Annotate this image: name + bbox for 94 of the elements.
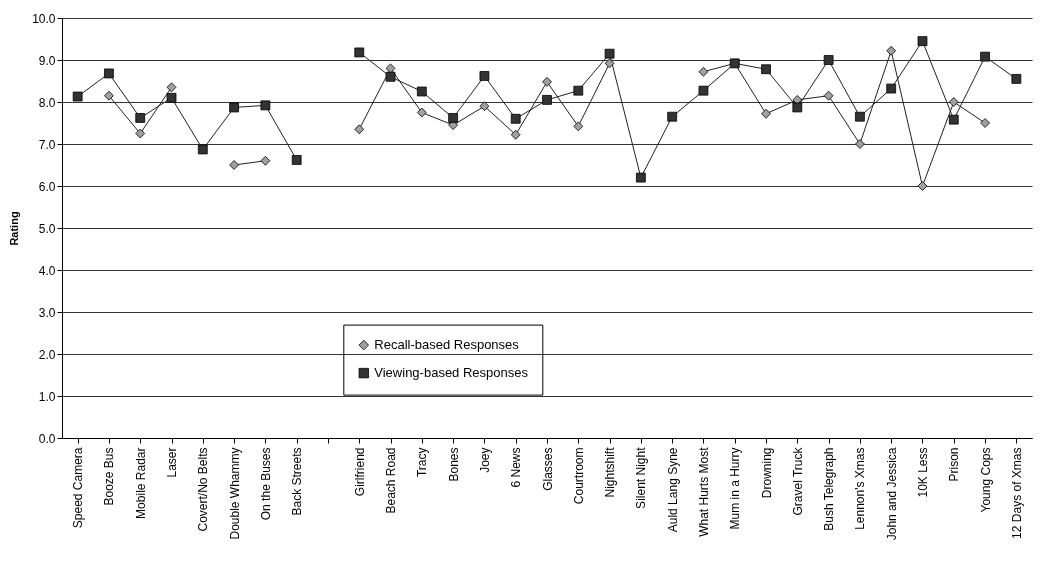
point — [510, 113, 521, 124]
point — [698, 66, 709, 77]
point — [104, 68, 114, 79]
point — [573, 85, 584, 96]
x-tick-label: Glasses — [540, 447, 555, 491]
point — [855, 139, 865, 149]
legend-label: Recall-based Responses — [374, 337, 520, 353]
point — [448, 113, 458, 123]
point — [792, 102, 803, 113]
point — [761, 108, 771, 119]
x-tick-label: Prison — [947, 447, 962, 482]
x-tick-label: Double Whammy — [227, 447, 242, 540]
point — [72, 91, 83, 102]
point — [479, 71, 490, 81]
point — [542, 76, 552, 87]
x-tick-label: 10K Less — [915, 447, 930, 498]
x-tick-label: Silent Night — [634, 446, 649, 509]
y-axis-title: Rating — [8, 211, 21, 246]
x-tick-label: Gravel Truck — [790, 446, 805, 516]
x-tick-label: Beach Road — [384, 447, 399, 514]
point — [229, 102, 239, 113]
y-tick-label: 6.0 — [38, 179, 56, 194]
point — [229, 160, 239, 170]
x-tick-label: Nightshift — [603, 446, 618, 498]
point — [197, 144, 208, 155]
x-tick-label: Bones — [446, 447, 461, 482]
point — [354, 124, 365, 135]
point — [1011, 74, 1022, 84]
point — [416, 107, 427, 118]
point — [917, 181, 928, 191]
x-tick-label: Young Cops — [978, 447, 993, 513]
point — [636, 172, 646, 183]
point — [823, 55, 834, 65]
point — [698, 85, 709, 96]
x-tick-label: Booze Bus — [102, 447, 117, 506]
point — [604, 58, 615, 69]
x-tick-label: Courtroom — [571, 447, 586, 505]
point — [886, 45, 897, 56]
point — [823, 90, 834, 101]
point — [604, 48, 615, 59]
x-tick-label: Bush Telegraph — [822, 447, 837, 531]
x-tick-label: Speed Camera — [71, 447, 86, 529]
point — [917, 36, 928, 46]
point — [260, 155, 271, 166]
x-tick-label: Tracy — [415, 447, 430, 478]
point — [980, 118, 990, 128]
point — [948, 97, 959, 107]
point — [104, 90, 114, 101]
point — [260, 100, 271, 111]
point — [855, 111, 865, 122]
point — [166, 92, 177, 103]
point — [761, 64, 771, 75]
point — [479, 101, 490, 112]
y-tick-label: 9.0 — [38, 53, 56, 68]
point — [573, 121, 584, 132]
x-tick-label: 6 News — [509, 447, 524, 488]
point — [385, 63, 396, 74]
x-tick-label: What Hurts Most — [696, 446, 711, 537]
x-tick-label: Joey — [477, 447, 492, 473]
x-tick-label: Mobile Radar — [133, 447, 148, 519]
y-tick-label: 2.0 — [38, 347, 56, 362]
legend-label: Viewing-based Responses — [374, 365, 529, 381]
y-tick-label: 0.0 — [38, 431, 56, 446]
x-tick-label: Laser — [165, 447, 180, 478]
point — [667, 111, 678, 122]
y-tick-label: 4.0 — [38, 263, 56, 278]
point — [354, 47, 365, 58]
x-tick-label: Mum in a Hurry — [728, 447, 743, 530]
x-tick-label: On the Buses — [258, 447, 273, 521]
point — [385, 71, 396, 82]
x-tick-label: Covert/No Belts — [196, 447, 211, 532]
point — [980, 51, 990, 62]
y-tick-label: 7.0 — [38, 137, 56, 152]
point — [510, 129, 521, 140]
y-tick-label: 1.0 — [38, 389, 56, 404]
y-tick-label: 8.0 — [38, 95, 56, 110]
point — [948, 114, 959, 125]
x-tick-label: 12 Days of Xmas — [1009, 447, 1024, 539]
x-tick-label: John and Jessica — [884, 447, 899, 541]
point — [291, 155, 302, 165]
point — [542, 95, 552, 105]
y-tick-label: 5.0 — [38, 221, 56, 236]
point — [135, 113, 146, 123]
x-tick-label: Auld Lang Syne — [665, 447, 680, 533]
y-tick-label: 3.0 — [38, 305, 56, 320]
x-tick-label: Drowning — [759, 447, 774, 499]
point — [886, 83, 897, 94]
point — [135, 128, 146, 139]
x-tick-label: Lennon's Xmas — [853, 447, 868, 530]
y-tick-label: 10.0 — [32, 11, 56, 26]
x-tick-label: Girlfriend — [352, 447, 367, 497]
x-tick-label: Back Streets — [290, 447, 305, 516]
point — [416, 86, 427, 97]
point — [166, 82, 177, 93]
